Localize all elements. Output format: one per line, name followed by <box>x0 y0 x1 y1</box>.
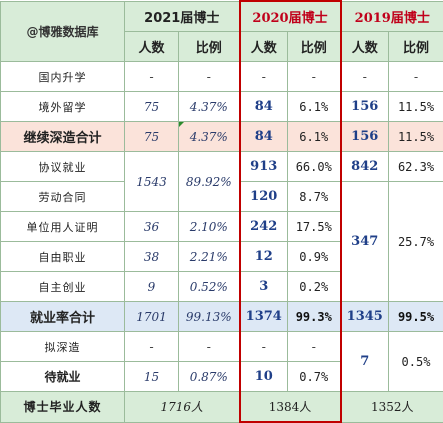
cell: 1701 <box>125 302 179 332</box>
cell: 156 <box>341 92 389 122</box>
header-2021: 2021届博士 <box>125 1 240 32</box>
cell: 99.5% <box>389 302 443 332</box>
cell: 842 <box>341 152 389 182</box>
corner-label: @博雅数据库 <box>1 1 125 62</box>
cell: - <box>288 332 341 362</box>
cell: 3 <box>240 272 288 302</box>
cell: 2.10% <box>179 212 240 242</box>
footer-total-2020: 1384人 <box>240 392 341 423</box>
cell: 62.3% <box>389 152 443 182</box>
cell: 89.92% <box>179 152 240 212</box>
sub-count-2019: 人数 <box>341 32 389 62</box>
cell: - <box>240 332 288 362</box>
cell: - <box>179 62 240 92</box>
cell: 84 <box>240 92 288 122</box>
cell: 4.37% <box>179 92 240 122</box>
cell: 347 <box>341 182 389 302</box>
cell: 0.9% <box>288 242 341 272</box>
cell: 99.3% <box>288 302 341 332</box>
cell: 7 <box>341 332 389 392</box>
cell: 1374 <box>240 302 288 332</box>
cell: 8.7% <box>288 182 341 212</box>
row-label-agreement: 协议就业 <box>1 152 125 182</box>
cell: 17.5% <box>288 212 341 242</box>
cell: - <box>389 62 443 92</box>
cell: 75 <box>125 92 179 122</box>
row-label-abroad: 境外留学 <box>1 92 125 122</box>
sub-count-2020: 人数 <box>240 32 288 62</box>
cell: 913 <box>240 152 288 182</box>
cell: 25.7% <box>389 182 443 302</box>
row-label-unit: 单位用人证明 <box>1 212 125 242</box>
footer-total-2019: 1352人 <box>341 392 443 423</box>
cell: - <box>125 62 179 92</box>
cell: 11.5% <box>389 92 443 122</box>
cell: 0.7% <box>288 362 341 392</box>
cell: 84 <box>240 122 288 152</box>
cell: - <box>240 62 288 92</box>
cell: - <box>125 332 179 362</box>
sub-ratio-2021: 比例 <box>179 32 240 62</box>
row-label-freelance: 自由职业 <box>1 242 125 272</box>
cell: 38 <box>125 242 179 272</box>
cell: 2.21% <box>179 242 240 272</box>
sub-ratio-2019: 比例 <box>389 32 443 62</box>
footer-label: 博士毕业人数 <box>1 392 125 423</box>
cell: 10 <box>240 362 288 392</box>
row-label-prepare: 拟深造 <box>1 332 125 362</box>
row-label-employment: 就业率合计 <box>1 302 125 332</box>
cell: 36 <box>125 212 179 242</box>
cell: 156 <box>341 122 389 152</box>
cell: 0.52% <box>179 272 240 302</box>
header-2020: 2020届博士 <box>240 1 341 32</box>
cell: 99.13% <box>179 302 240 332</box>
cell: 1543 <box>125 152 179 212</box>
row-label-domestic: 国内升学 <box>1 62 125 92</box>
cell: 0.2% <box>288 272 341 302</box>
cell: 15 <box>125 362 179 392</box>
cell: 4.37% <box>179 122 240 152</box>
row-label-further: 继续深造合计 <box>1 122 125 152</box>
cell: 120 <box>240 182 288 212</box>
cell: 66.0% <box>288 152 341 182</box>
footer-total-2021: 1716人 <box>125 392 240 423</box>
row-label-waiting: 待就业 <box>1 362 125 392</box>
cell: 0.5% <box>389 332 443 392</box>
cell: 0.87% <box>179 362 240 392</box>
cell: 11.5% <box>389 122 443 152</box>
cell: - <box>288 62 341 92</box>
cell: 12 <box>240 242 288 272</box>
cell: 242 <box>240 212 288 242</box>
row-label-startup: 自主创业 <box>1 272 125 302</box>
sub-count-2021: 人数 <box>125 32 179 62</box>
cell: 6.1% <box>288 122 341 152</box>
cell: - <box>179 332 240 362</box>
cell: 9 <box>125 272 179 302</box>
row-label-labor: 劳动合同 <box>1 182 125 212</box>
cell: 6.1% <box>288 92 341 122</box>
cell: 1345 <box>341 302 389 332</box>
header-2019: 2019届博士 <box>341 1 443 32</box>
sub-ratio-2020: 比例 <box>288 32 341 62</box>
cell: - <box>341 62 389 92</box>
cell: 75 <box>125 122 179 152</box>
